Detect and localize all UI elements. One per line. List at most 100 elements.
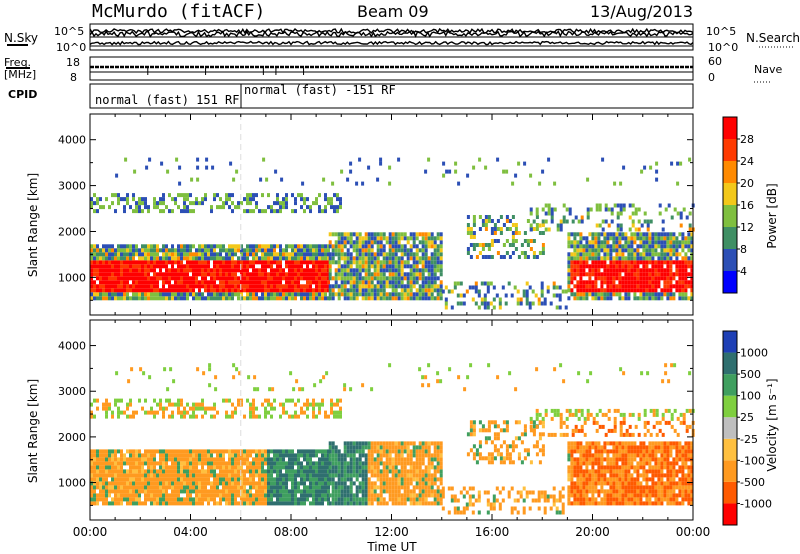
heatmap-cell — [358, 473, 362, 478]
velocity-heatmap-cells — [90, 320, 695, 520]
heatmap-cell — [678, 272, 682, 277]
heatmap-cell — [273, 276, 276, 281]
heatmap-cell — [159, 497, 162, 502]
heatmap-cell — [324, 453, 327, 458]
heatmap-cell — [331, 445, 335, 450]
heatmap-cell — [114, 252, 117, 257]
heatmap-cell — [183, 469, 186, 474]
heatmap-cell — [99, 256, 102, 261]
heatmap-cell — [379, 469, 383, 474]
heatmap-cell — [229, 161, 233, 166]
heatmap-cell — [594, 501, 598, 506]
heatmap-cell — [606, 248, 610, 253]
heatmap-cell — [255, 288, 258, 293]
heatmap-cell — [433, 284, 437, 289]
heatmap-cell — [600, 272, 604, 277]
heatmap-cell — [654, 252, 658, 257]
heatmap-cell — [579, 473, 583, 478]
heatmap-cell — [409, 244, 413, 249]
heatmap-cell — [541, 207, 545, 212]
heatmap-cell — [415, 449, 419, 454]
heatmap-cell — [234, 280, 237, 285]
heatmap-cell — [186, 268, 189, 273]
heatmap-cell — [507, 494, 511, 499]
heatmap-cell — [147, 489, 150, 494]
heatmap-cell — [606, 268, 610, 273]
heatmap-cell — [117, 497, 120, 502]
heatmap-cell — [364, 268, 368, 273]
heatmap-cell — [321, 489, 324, 494]
heatmap-cell — [436, 501, 440, 506]
heatmap-cell — [129, 288, 132, 293]
heatmap-cell — [309, 473, 312, 478]
heatmap-cell — [388, 469, 392, 474]
heatmap-cell — [273, 469, 276, 474]
heatmap-cell — [123, 477, 126, 482]
heatmap-cell — [349, 497, 353, 502]
heatmap-cell — [573, 232, 577, 237]
heatmap-cell — [138, 280, 141, 285]
heatmap-cell — [126, 252, 129, 257]
heatmap-cell — [681, 268, 685, 273]
heatmap-cell — [303, 256, 306, 261]
heatmap-cell — [585, 497, 589, 502]
heatmap-cell — [618, 284, 622, 289]
heatmap-cell — [400, 473, 404, 478]
heatmap-cell — [639, 501, 643, 506]
heatmap-cell — [612, 497, 616, 502]
heatmap-cell — [321, 209, 324, 214]
heatmap-cell — [120, 489, 123, 494]
heatmap-cell — [469, 243, 473, 247]
heatmap-cell — [609, 473, 613, 478]
heatmap-cell — [523, 231, 527, 235]
heatmap-cell — [93, 268, 96, 273]
heatmap-cell — [183, 477, 186, 482]
heatmap-cell — [528, 490, 532, 495]
heatmap-cell — [570, 272, 574, 277]
heatmap-cell — [189, 248, 192, 253]
heatmap-cell — [240, 256, 243, 261]
heatmap-cell — [663, 252, 667, 257]
heatmap-cell — [138, 497, 141, 502]
heatmap-cell — [222, 248, 225, 253]
heatmap-cell — [478, 215, 482, 219]
heatmap-cell — [309, 205, 312, 210]
heatmap-cell — [640, 223, 644, 228]
heatmap-cell — [273, 280, 276, 285]
heatmap-cell — [654, 296, 658, 301]
heatmap-cell — [654, 248, 658, 253]
heatmap-cell — [394, 268, 398, 273]
heatmap-cell — [291, 296, 294, 301]
heatmap-cell — [343, 244, 347, 249]
heatmap-cell — [633, 445, 637, 450]
heatmap-cell — [291, 193, 294, 198]
heatmap-cell — [114, 268, 117, 273]
heatmap-cell — [321, 296, 324, 301]
heatmap-cell — [385, 461, 389, 466]
heatmap-cell — [177, 280, 180, 285]
heatmap-cell — [406, 280, 410, 285]
heatmap-cell — [96, 481, 99, 486]
heatmap-cell — [486, 490, 490, 495]
heatmap-cell — [358, 441, 362, 446]
heatmap-cell — [282, 252, 285, 257]
heatmap-cell — [258, 280, 261, 285]
heatmap-cell — [618, 457, 622, 462]
heatmap-cell — [450, 494, 454, 499]
heatmap-cell — [144, 197, 147, 202]
heatmap-cell — [318, 493, 321, 498]
heatmap-cell — [133, 169, 137, 174]
heatmap-cell — [400, 252, 404, 257]
heatmap-cell — [282, 501, 285, 506]
heatmap-cell — [186, 284, 189, 289]
heatmap-cell — [198, 473, 201, 478]
heatmap-cell — [331, 457, 335, 462]
heatmap-cell — [367, 260, 371, 265]
heatmap-cell — [270, 292, 273, 297]
heatmap-cell — [291, 209, 294, 214]
heatmap-cell — [594, 240, 598, 245]
heatmap-cell — [150, 493, 153, 498]
heatmap-cell — [603, 469, 607, 474]
heatmap-cell — [243, 268, 246, 273]
heatmap-cell — [430, 280, 434, 285]
